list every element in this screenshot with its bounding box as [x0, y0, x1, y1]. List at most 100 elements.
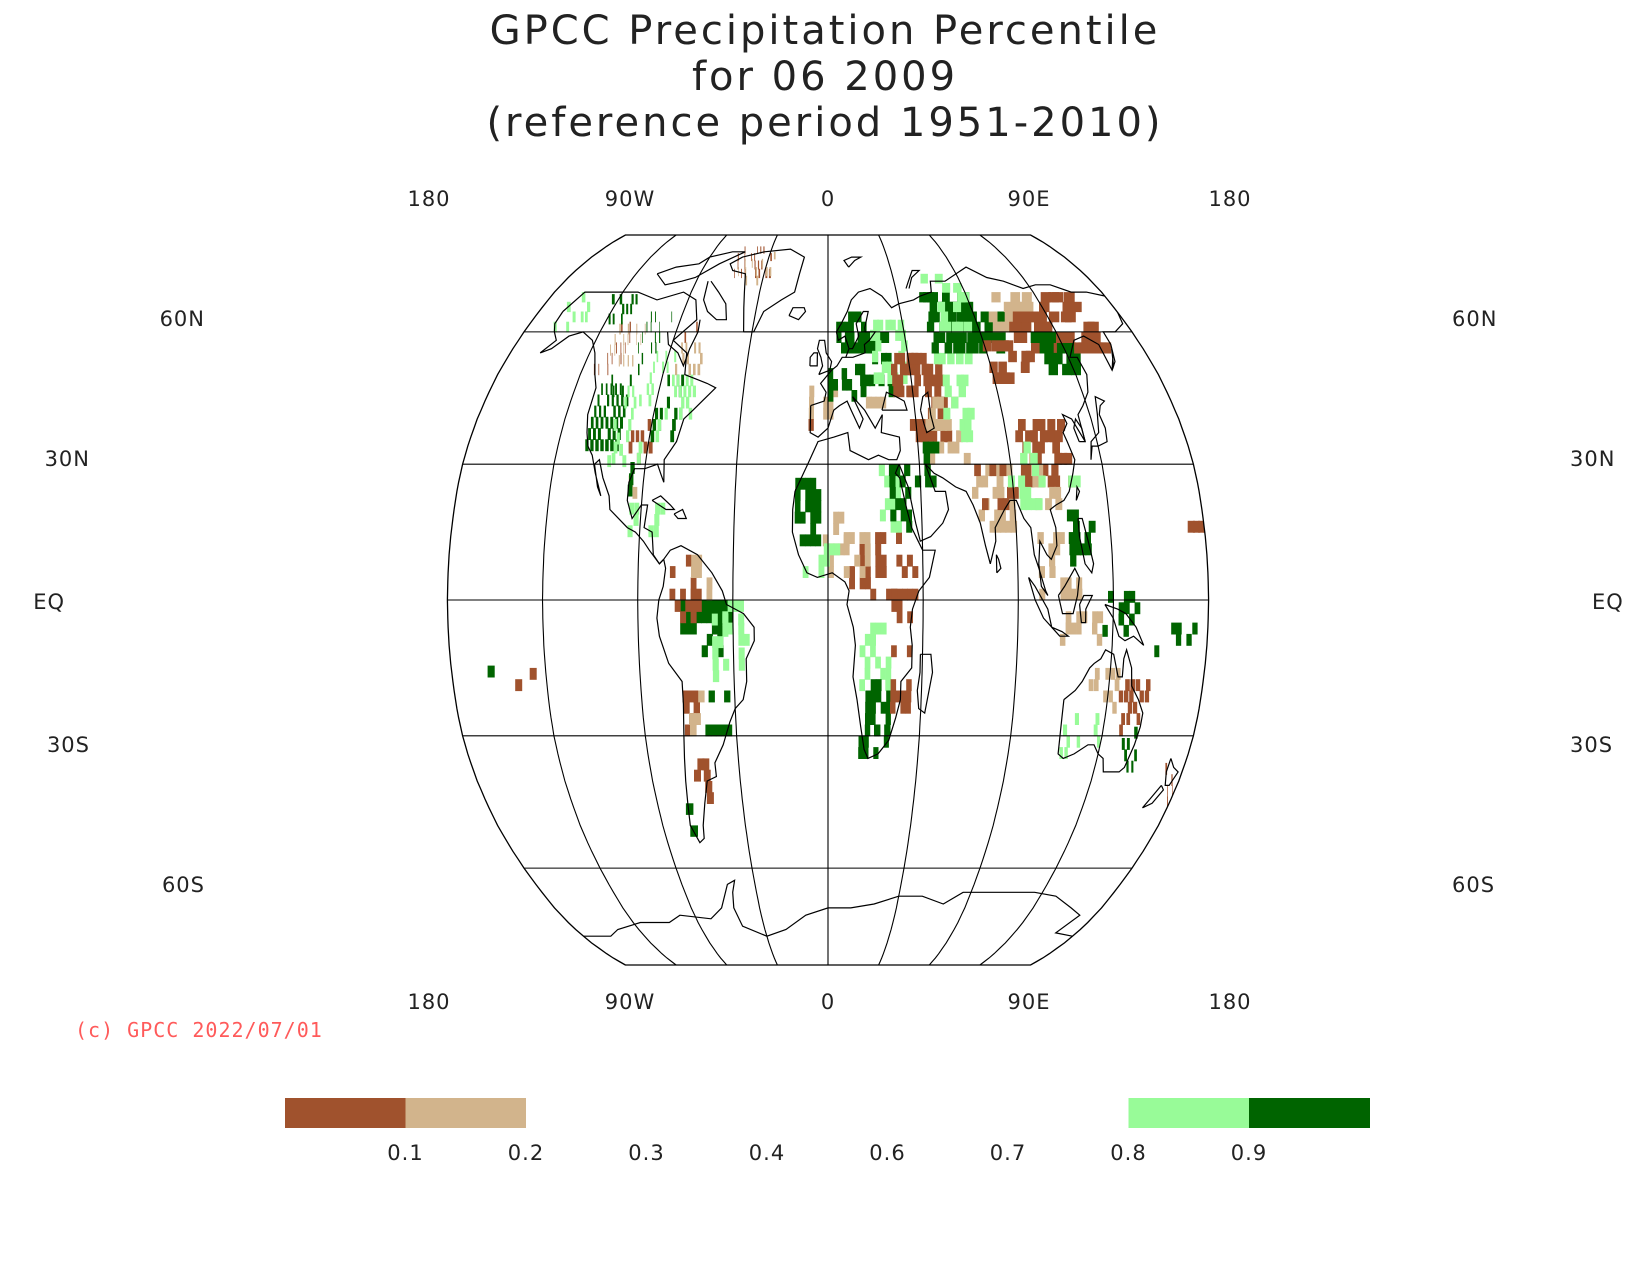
percentile-cell	[626, 430, 630, 443]
percentile-cell	[636, 452, 641, 465]
percentile-cell	[684, 724, 692, 737]
percentile-cell	[885, 352, 892, 365]
percentile-cell	[612, 385, 615, 398]
percentile-cell	[590, 439, 594, 452]
percentile-cell	[597, 394, 600, 407]
lat-label-right-60n: 60N	[1452, 307, 1497, 331]
percentile-cell	[926, 321, 935, 333]
percentile-cell	[690, 724, 697, 737]
percentile-cell	[720, 724, 728, 737]
percentile-cell	[711, 600, 718, 612]
percentile-cell	[881, 361, 888, 373]
percentile-cell	[856, 311, 862, 323]
percentile-cell	[829, 543, 835, 556]
percentile-cell	[799, 534, 806, 547]
legend-tick-label: 0.9	[1231, 1141, 1267, 1165]
percentile-cell	[737, 253, 739, 262]
percentile-cell	[966, 430, 974, 443]
percentile-cell	[953, 283, 962, 293]
percentile-cell	[638, 363, 640, 376]
percentile-cell	[701, 600, 708, 612]
percentile-cell	[880, 622, 887, 635]
percentile-cell	[941, 301, 950, 313]
percentile-cell	[686, 352, 689, 365]
percentile-cell	[875, 543, 882, 556]
percentile-cell	[1096, 633, 1103, 646]
percentile-cell	[1079, 543, 1087, 556]
percentile-cell	[944, 311, 953, 323]
percentile-cell	[920, 273, 928, 284]
percentile-cell	[1078, 342, 1090, 354]
percentile-cell	[581, 292, 586, 303]
percentile-cell	[982, 498, 989, 511]
percentile-cell	[886, 690, 892, 703]
percentile-cell	[620, 342, 622, 354]
percentile-cell	[683, 701, 690, 714]
percentile-cell	[635, 294, 638, 305]
percentile-cell	[866, 342, 873, 354]
percentile-cell	[599, 405, 602, 418]
percentile-cell	[860, 374, 866, 387]
percentile-cell	[623, 334, 625, 346]
percentile-cell	[694, 342, 697, 354]
legend-tick-label: 0.2	[508, 1141, 544, 1165]
percentile-cell	[685, 600, 692, 612]
percentile-cell	[650, 311, 652, 323]
coastline	[810, 266, 1105, 407]
percentile-cell	[634, 502, 640, 515]
percentile-cell	[627, 484, 633, 497]
percentile-cell	[1074, 532, 1081, 544]
percentile-cell	[891, 600, 898, 612]
percentile-cell	[693, 690, 700, 703]
percentile-cell	[593, 363, 595, 376]
percentile-cell	[631, 294, 634, 305]
percentile-cell	[828, 390, 834, 402]
percentile-cell	[944, 419, 952, 431]
percentile-cell	[1130, 679, 1135, 692]
coastline	[1077, 517, 1095, 575]
percentile-cell	[1108, 590, 1114, 603]
percentile-cell	[1043, 342, 1054, 354]
percentile-cell	[1038, 475, 1046, 488]
percentile-cell	[1097, 735, 1101, 748]
percentile-cell	[805, 534, 811, 547]
percentile-cell	[1071, 588, 1078, 601]
percentile-cell	[566, 321, 570, 333]
percentile-cell	[690, 577, 697, 590]
percentile-cell	[1198, 520, 1206, 533]
percentile-cell	[884, 475, 891, 488]
percentile-cell	[751, 258, 753, 268]
percentile-cell	[687, 690, 695, 703]
percentile-cell	[1003, 301, 1014, 313]
percentile-cell	[629, 374, 632, 387]
percentile-cell	[1063, 292, 1075, 303]
percentile-cell	[890, 498, 897, 511]
percentile-cell	[914, 374, 921, 387]
percentile-cell	[1065, 342, 1076, 354]
percentile-cell	[903, 363, 911, 376]
percentile-cell	[934, 273, 943, 284]
percentile-cell	[937, 441, 945, 454]
coastline	[1057, 567, 1080, 615]
percentile-cell	[659, 331, 661, 343]
percentile-cell	[877, 319, 884, 331]
percentile-cell	[639, 394, 642, 407]
percentile-cell	[638, 441, 643, 454]
percentile-cell	[888, 464, 895, 477]
percentile-cell	[594, 405, 597, 418]
percentile-cell	[529, 667, 537, 680]
percentile-cell	[1054, 430, 1063, 443]
percentile-cell	[967, 331, 976, 343]
percentile-cell	[650, 430, 655, 443]
percentile-cell	[607, 428, 611, 440]
percentile-cell	[919, 292, 927, 303]
percentile-cell	[905, 690, 912, 703]
percentile-cell	[875, 656, 881, 669]
percentile-cell	[891, 363, 898, 376]
percentile-cell	[700, 352, 703, 365]
percentile-cell	[900, 509, 907, 522]
percentile-cell	[833, 523, 840, 535]
percentile-cell	[1102, 624, 1108, 637]
percentile-cell	[1131, 760, 1134, 773]
percentile-cell	[897, 319, 905, 331]
